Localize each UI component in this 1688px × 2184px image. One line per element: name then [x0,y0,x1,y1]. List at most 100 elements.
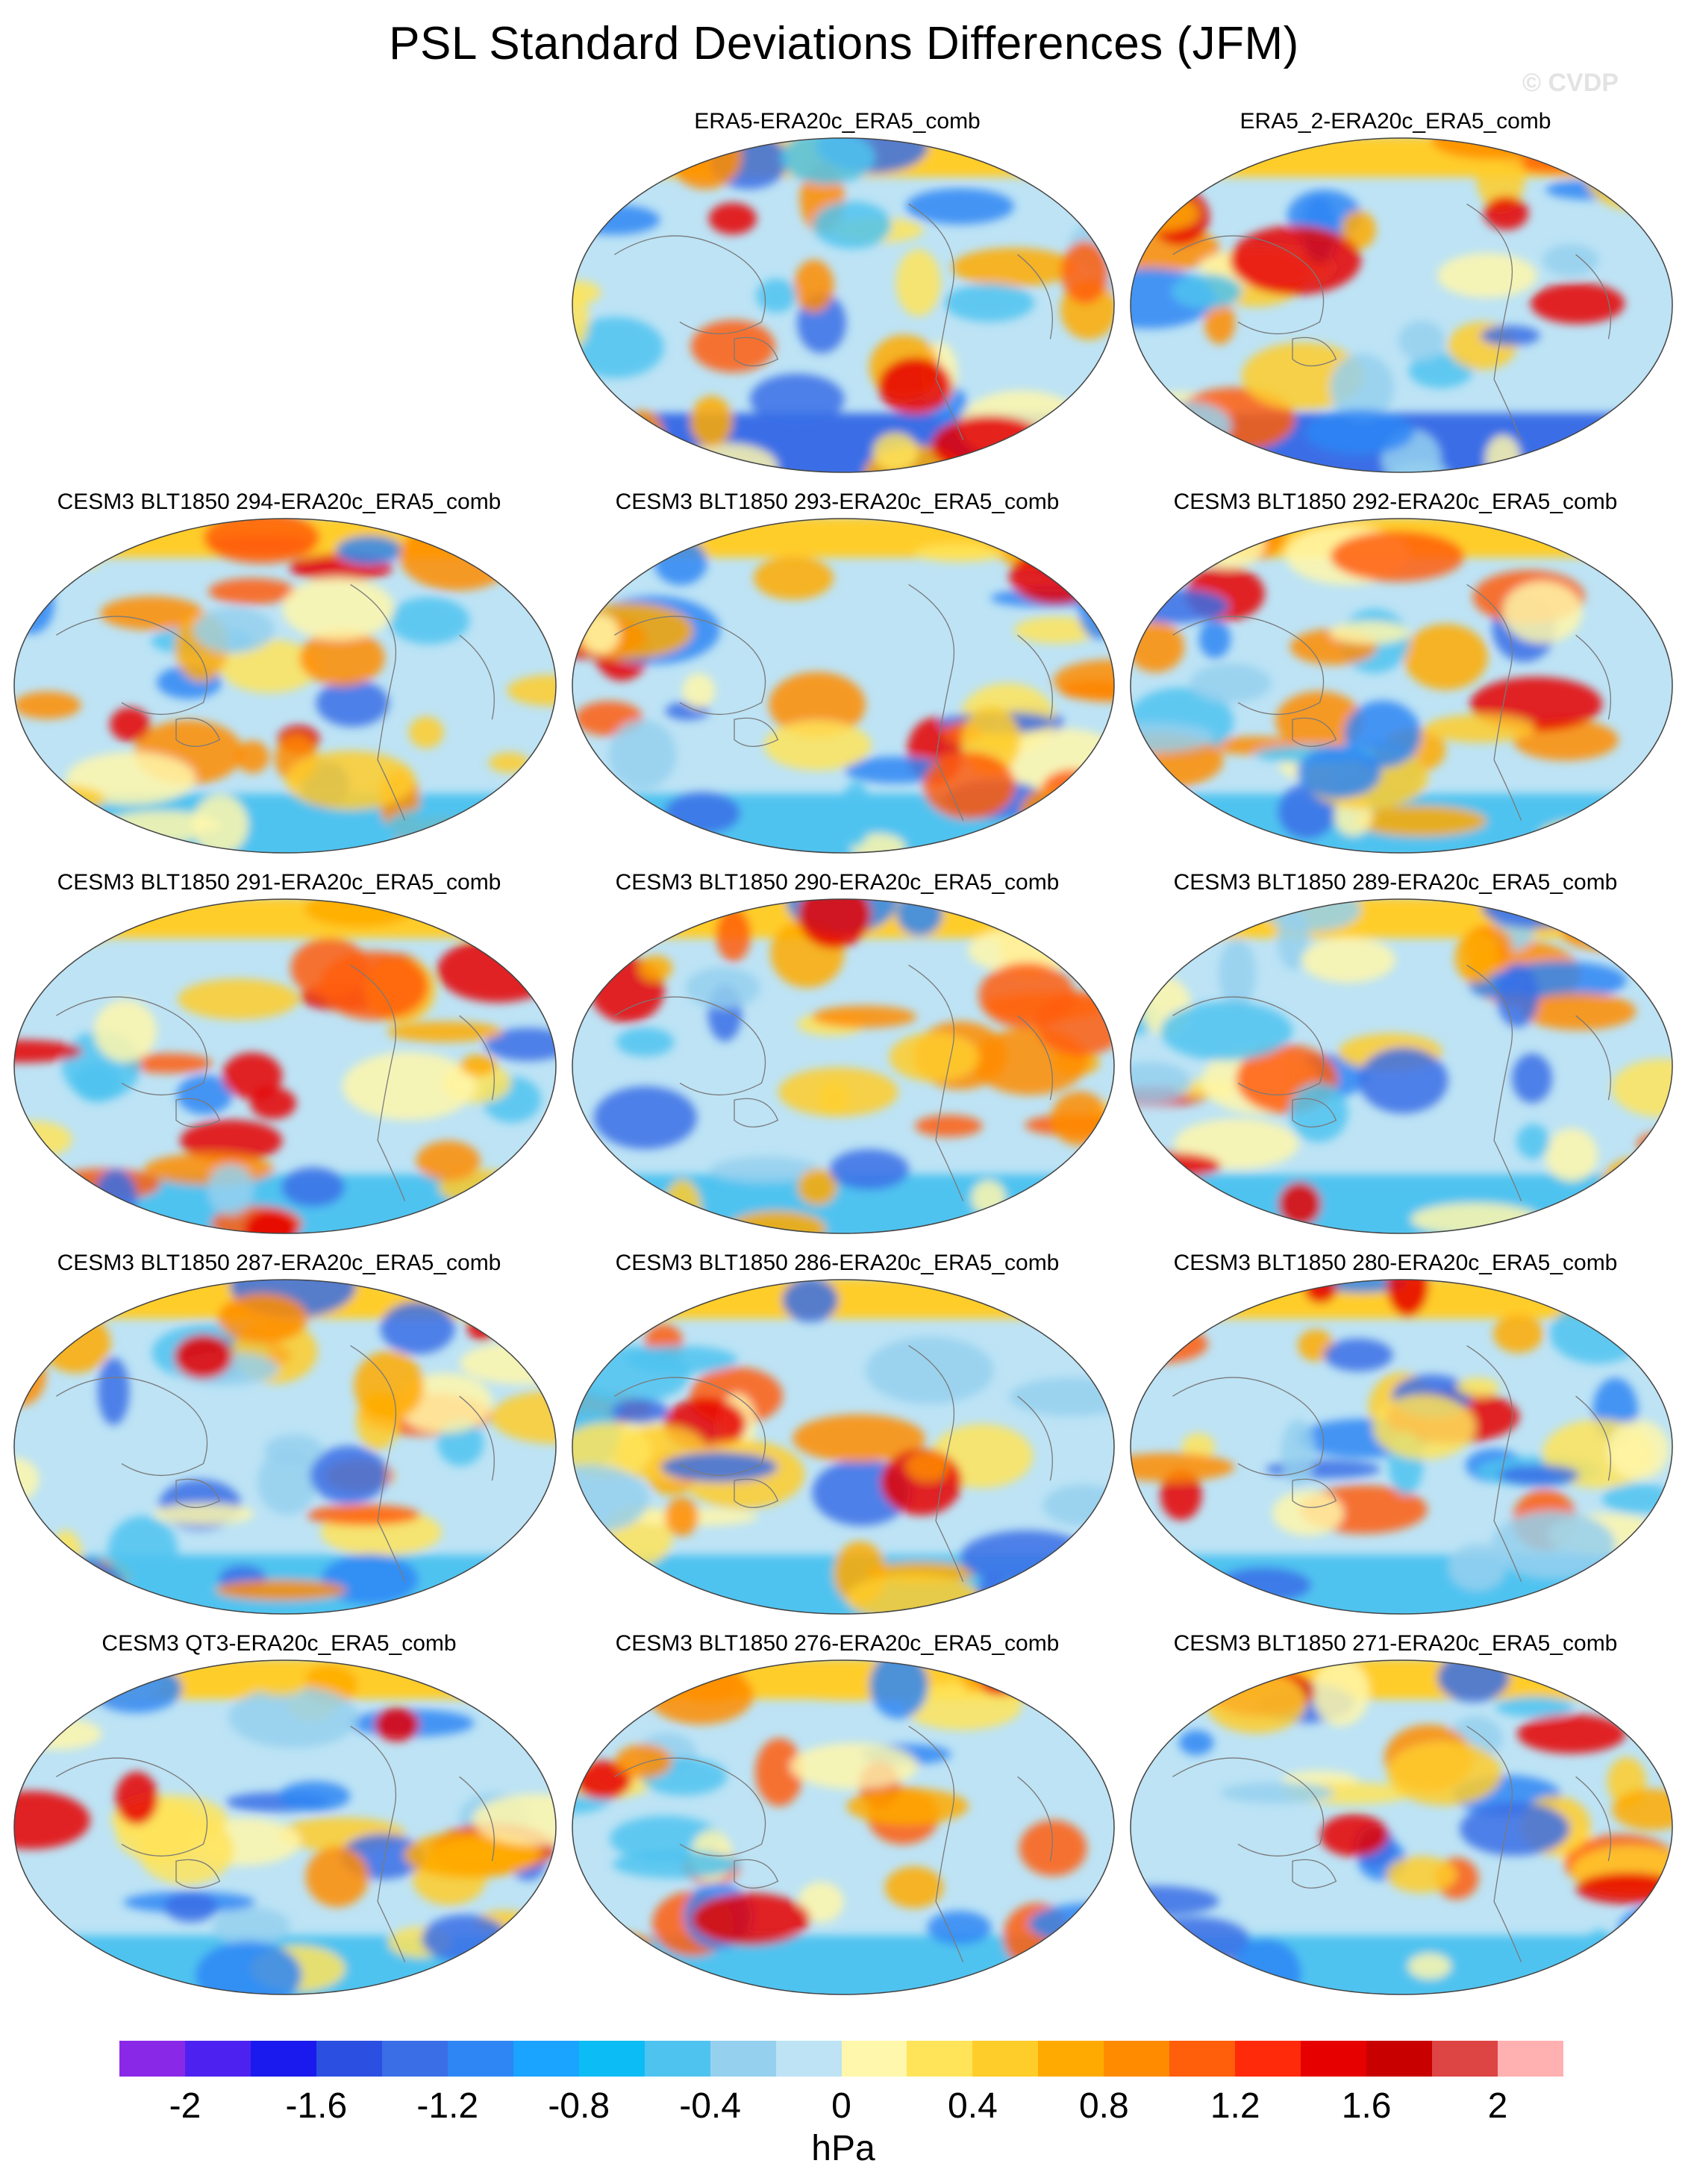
panel-title: CESM3 BLT1850 290-ERA20c_ERA5_comb [615,870,1060,895]
figure-title: PSL Standard Deviations Differences (JFM… [389,18,1299,69]
map-border [1130,898,1673,1234]
map-panel: ERA5-ERA20c_ERA5_comb [558,108,1116,485]
map-border [572,137,1115,473]
colorbar-tick-label: 2 [1487,2086,1508,2126]
map-panel: CESM3 BLT1850 292-ERA20c_ERA5_comb [1116,489,1675,866]
panel-title: CESM3 QT3-ERA20c_ERA5_comb [101,1631,457,1656]
colorbar-swatch [184,2041,251,2077]
coastlines [614,964,1053,1202]
coastlines [614,203,1053,441]
panel-title: CESM3 BLT1850 293-ERA20c_ERA5_comb [615,489,1060,514]
colorbar-swatch [513,2041,580,2077]
colorbar-tick-label: 0.8 [1078,2086,1129,2126]
watermark: © CVDP [1522,69,1619,97]
colorbar-tick-label: -1.6 [285,2086,348,2126]
coastlines [1172,1345,1611,1583]
world-map [572,898,1115,1234]
coastlines [56,1725,495,1963]
colorbar-swatch [250,2041,317,2077]
panel-title: ERA5_2-ERA20c_ERA5_comb [1240,109,1551,134]
world-map [572,518,1115,854]
panel-title: CESM3 BLT1850 271-ERA20c_ERA5_comb [1173,1631,1618,1656]
colorbar-swatch [1235,2041,1301,2077]
colorbar-swatch [119,2041,186,2077]
colorbar-tick-label: -1.2 [416,2086,479,2126]
panel-title: CESM3 BLT1850 286-ERA20c_ERA5_comb [615,1251,1060,1275]
map-panel: ERA5_2-ERA20c_ERA5_comb [1116,108,1675,485]
colorbar-swatch [1104,2041,1170,2077]
map-border [572,518,1115,854]
colorbar-tick-label: 1.6 [1341,2086,1392,2126]
colorbar [119,2041,1564,2077]
coastlines [56,583,495,822]
colorbar-swatch [1366,2041,1433,2077]
coastlines [614,583,1053,822]
panel-title: CESM3 BLT1850 291-ERA20c_ERA5_comb [57,870,501,895]
colorbar-swatch [972,2041,1039,2077]
map-panel: CESM3 BLT1850 271-ERA20c_ERA5_comb [1116,1630,1675,2007]
coastlines [1172,583,1611,822]
panel-title: CESM3 BLT1850 289-ERA20c_ERA5_comb [1173,870,1618,895]
map-panel: CESM3 BLT1850 286-ERA20c_ERA5_comb [558,1250,1116,1627]
map-panel: CESM3 BLT1850 293-ERA20c_ERA5_comb [558,489,1116,866]
panel-title: CESM3 BLT1850 280-ERA20c_ERA5_comb [1173,1251,1618,1275]
map-border [572,1279,1115,1615]
colorbar-swatch [1432,2041,1498,2077]
map-border [13,518,557,854]
map-border [1130,1659,1673,1995]
world-map [13,898,557,1234]
panel-title: ERA5-ERA20c_ERA5_comb [694,109,981,134]
colorbar-swatch [841,2041,907,2077]
coastlines [1172,1725,1611,1963]
map-border [1130,518,1673,854]
colorbar-tick-label: -0.4 [679,2086,741,2126]
map-panel: CESM3 QT3-ERA20c_ERA5_comb [0,1630,558,2007]
colorbar-swatch [775,2041,842,2077]
colorbar-swatch [1038,2041,1104,2077]
map-border [1130,1279,1673,1615]
world-map [13,1659,557,1995]
colorbar-swatch [644,2041,711,2077]
colorbar-swatch [1301,2041,1367,2077]
map-panel: CESM3 BLT1850 280-ERA20c_ERA5_comb [1116,1250,1675,1627]
colorbar-swatch [907,2041,973,2077]
panel-title: CESM3 BLT1850 294-ERA20c_ERA5_comb [57,489,501,514]
panel-title: CESM3 BLT1850 287-ERA20c_ERA5_comb [57,1251,501,1275]
coastlines [1172,203,1611,441]
world-map [1130,518,1673,854]
map-panel: CESM3 BLT1850 287-ERA20c_ERA5_comb [0,1250,558,1627]
world-map [572,1279,1115,1615]
world-map [1130,1659,1673,1995]
map-border [13,1659,557,1995]
colorbar-tick-label: -0.8 [548,2086,610,2126]
world-map [572,1659,1115,1995]
world-map [1130,137,1673,473]
map-border [1130,137,1673,473]
map-panel: CESM3 BLT1850 294-ERA20c_ERA5_comb [0,489,558,866]
colorbar-tick-label: 0.4 [948,2086,998,2126]
map-border [572,898,1115,1234]
coastlines [614,1725,1053,1963]
colorbar-swatch [447,2041,514,2077]
map-panel: CESM3 BLT1850 289-ERA20c_ERA5_comb [1116,869,1675,1246]
coastlines [56,964,495,1202]
colorbar-swatch [1169,2041,1236,2077]
field-contours [572,1280,1114,1614]
world-map [13,1279,557,1615]
world-map [13,518,557,854]
map-panel: CESM3 BLT1850 290-ERA20c_ERA5_comb [558,869,1116,1246]
map-border [13,1279,557,1615]
map-border [572,1659,1115,1995]
panel-title: CESM3 BLT1850 276-ERA20c_ERA5_comb [615,1631,1060,1656]
colorbar-swatch [316,2041,383,2077]
colorbar-swatch [381,2041,448,2077]
colorbar-swatch [710,2041,777,2077]
map-border [13,898,557,1234]
panel-title: CESM3 BLT1850 292-ERA20c_ERA5_comb [1173,489,1618,514]
colorbar-swatch [578,2041,645,2077]
colorbar-tick-label: 0 [831,2086,851,2126]
world-map [1130,898,1673,1234]
colorbar-tick-label: -2 [169,2086,201,2126]
colorbar-tick-label: 1.2 [1210,2086,1260,2126]
coastlines [56,1345,495,1583]
